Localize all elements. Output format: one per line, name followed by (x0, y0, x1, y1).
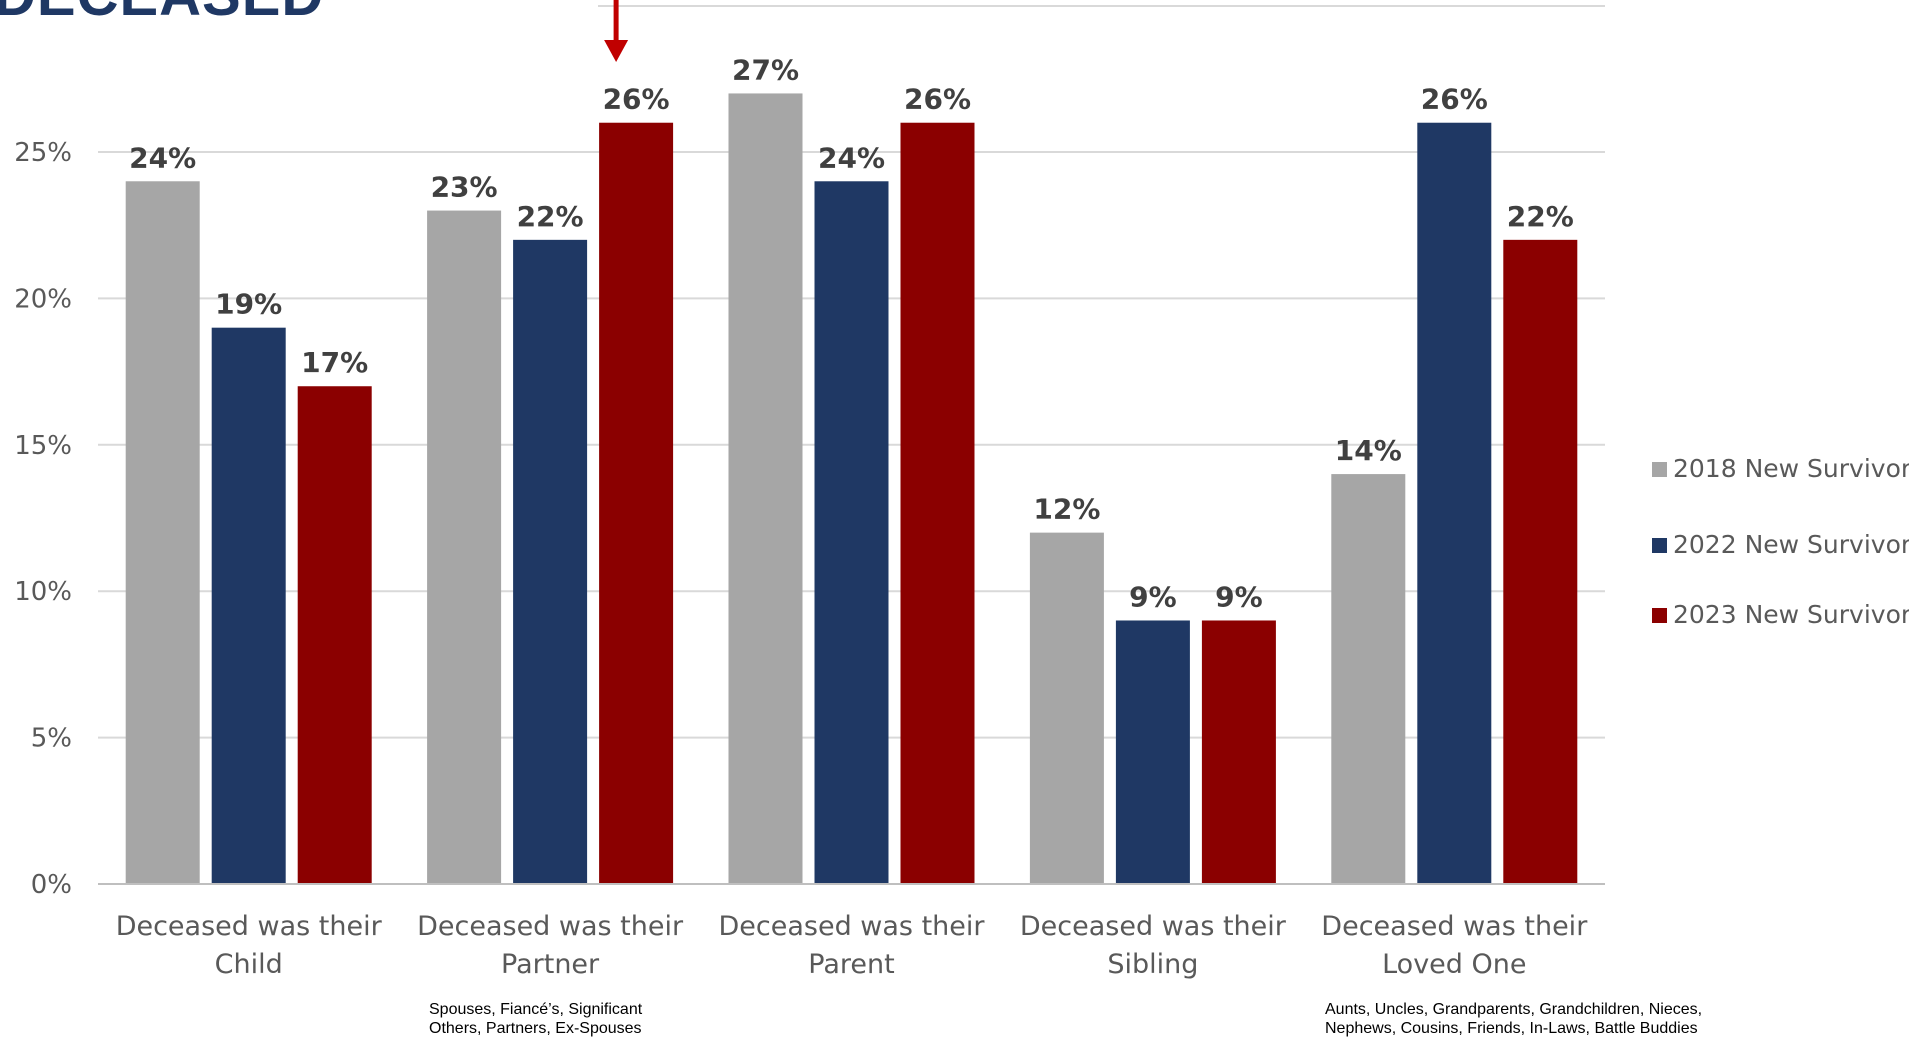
data-label: 27% (732, 53, 799, 86)
bar-1-2 (211, 327, 286, 884)
data-label: 26% (603, 83, 670, 116)
x-category-label: Deceased was their (417, 911, 684, 942)
bar-1-1 (125, 181, 200, 884)
bar-5-2 (1417, 122, 1492, 885)
partner-footnote: Spouses, Fiancé’s, Significant Others, P… (429, 1001, 643, 1037)
y-tick-label: 10% (14, 577, 72, 607)
legend-swatch (1652, 608, 1667, 623)
x-category-label: Deceased was their (116, 911, 383, 942)
legend-label: 2023 New Survivors (1673, 600, 1909, 629)
bar-4-1 (1029, 532, 1104, 884)
bar-1-3 (297, 386, 372, 884)
annotation-arrowhead-icon (604, 40, 629, 62)
bar-5-1 (1331, 474, 1406, 884)
data-label: 23% (431, 171, 498, 204)
data-label: 9% (1129, 580, 1177, 613)
data-label: 12% (1033, 493, 1100, 526)
y-tick-label: 5% (31, 724, 72, 754)
x-category-label: Deceased was their (1020, 911, 1287, 942)
legend-swatch (1652, 462, 1667, 477)
bar-3-2 (814, 181, 889, 884)
legend-label: 2018 New Survivors (1673, 454, 1909, 483)
x-category-label: Sibling (1107, 949, 1198, 980)
y-tick-label: 15% (14, 431, 72, 461)
x-category-label: Deceased was their (1321, 911, 1588, 942)
bar-3-3 (900, 122, 975, 885)
y-tick-label: 0% (31, 870, 72, 900)
data-label: 24% (129, 141, 196, 174)
bar-2-1 (427, 210, 502, 884)
data-label: 14% (1335, 434, 1402, 467)
data-label: 26% (904, 83, 971, 116)
data-label: 26% (1421, 83, 1488, 116)
y-tick-label: 20% (14, 284, 72, 314)
data-label: 22% (1507, 200, 1574, 233)
x-category-label: Partner (501, 949, 600, 980)
bar-2-3 (599, 122, 674, 885)
x-category-label: Loved One (1382, 949, 1526, 980)
bar-4-2 (1115, 620, 1190, 884)
data-label: 24% (818, 141, 885, 174)
page-title-fragment: DECEASED (0, 0, 324, 29)
y-tick-label: 25% (14, 138, 72, 168)
data-label: 17% (301, 346, 368, 379)
bar-2-2 (513, 239, 588, 885)
loved-one-footnote: Aunts, Uncles, Grandparents, Grandchildr… (1325, 1001, 1703, 1037)
x-category-label: Deceased was their (719, 911, 986, 942)
x-category-label: Child (215, 949, 283, 980)
data-label: 22% (517, 200, 584, 233)
x-category-label: Parent (808, 949, 894, 980)
bar-5-3 (1503, 239, 1578, 885)
legend-label: 2022 New Survivors (1673, 530, 1909, 559)
data-label: 19% (215, 288, 282, 321)
bar-3-1 (728, 93, 803, 884)
bar-4-3 (1201, 620, 1276, 884)
data-label: 9% (1215, 580, 1263, 613)
legend-swatch (1652, 538, 1667, 553)
